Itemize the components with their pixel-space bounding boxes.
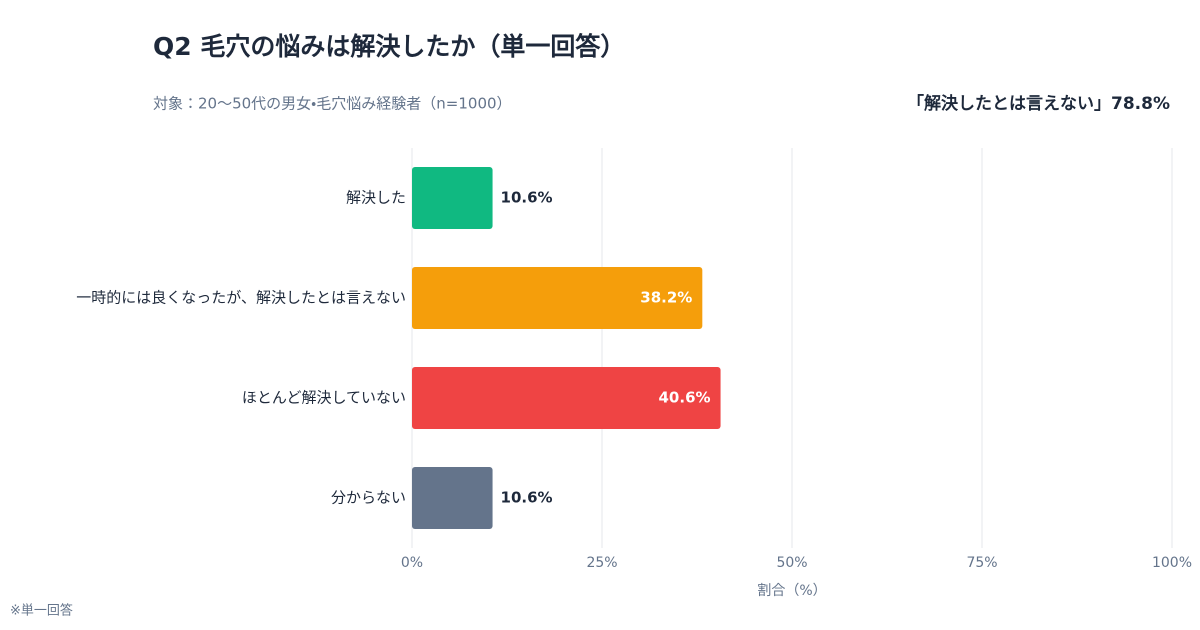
bar [412, 267, 703, 329]
bar [412, 367, 721, 429]
data-label: 40.6% [659, 389, 711, 407]
x-axis-label: 割合（%） [757, 583, 826, 599]
bar [412, 467, 493, 529]
data-label: 38.2% [640, 289, 692, 307]
data-label: 10.6% [501, 189, 553, 207]
x-tick-label: 50% [776, 555, 807, 571]
bar [412, 167, 493, 229]
chart-title: Q2 毛穴の悩みは解決したか（単一回答） [153, 32, 625, 61]
y-tick-label: ほとんど解決していない [242, 389, 406, 407]
x-tick-label: 75% [966, 555, 997, 571]
x-tick-label: 100% [1152, 555, 1192, 571]
annotation: 「解決したとは言えない」78.8% [907, 93, 1170, 114]
y-tick-label: 解決した [346, 189, 406, 207]
footnote: ※単一回答 [10, 603, 73, 619]
x-tick-label: 25% [586, 555, 617, 571]
y-tick-label: 分からない [331, 489, 406, 507]
chart-subtitle: 対象：20〜50代の男女・毛穴悩み経験者（n=1000） [153, 95, 512, 113]
x-tick-label: 0% [401, 555, 423, 571]
y-tick-label: 一時的には良くなったが、解決したとは言えない [76, 289, 406, 307]
data-label: 10.6% [501, 489, 553, 507]
